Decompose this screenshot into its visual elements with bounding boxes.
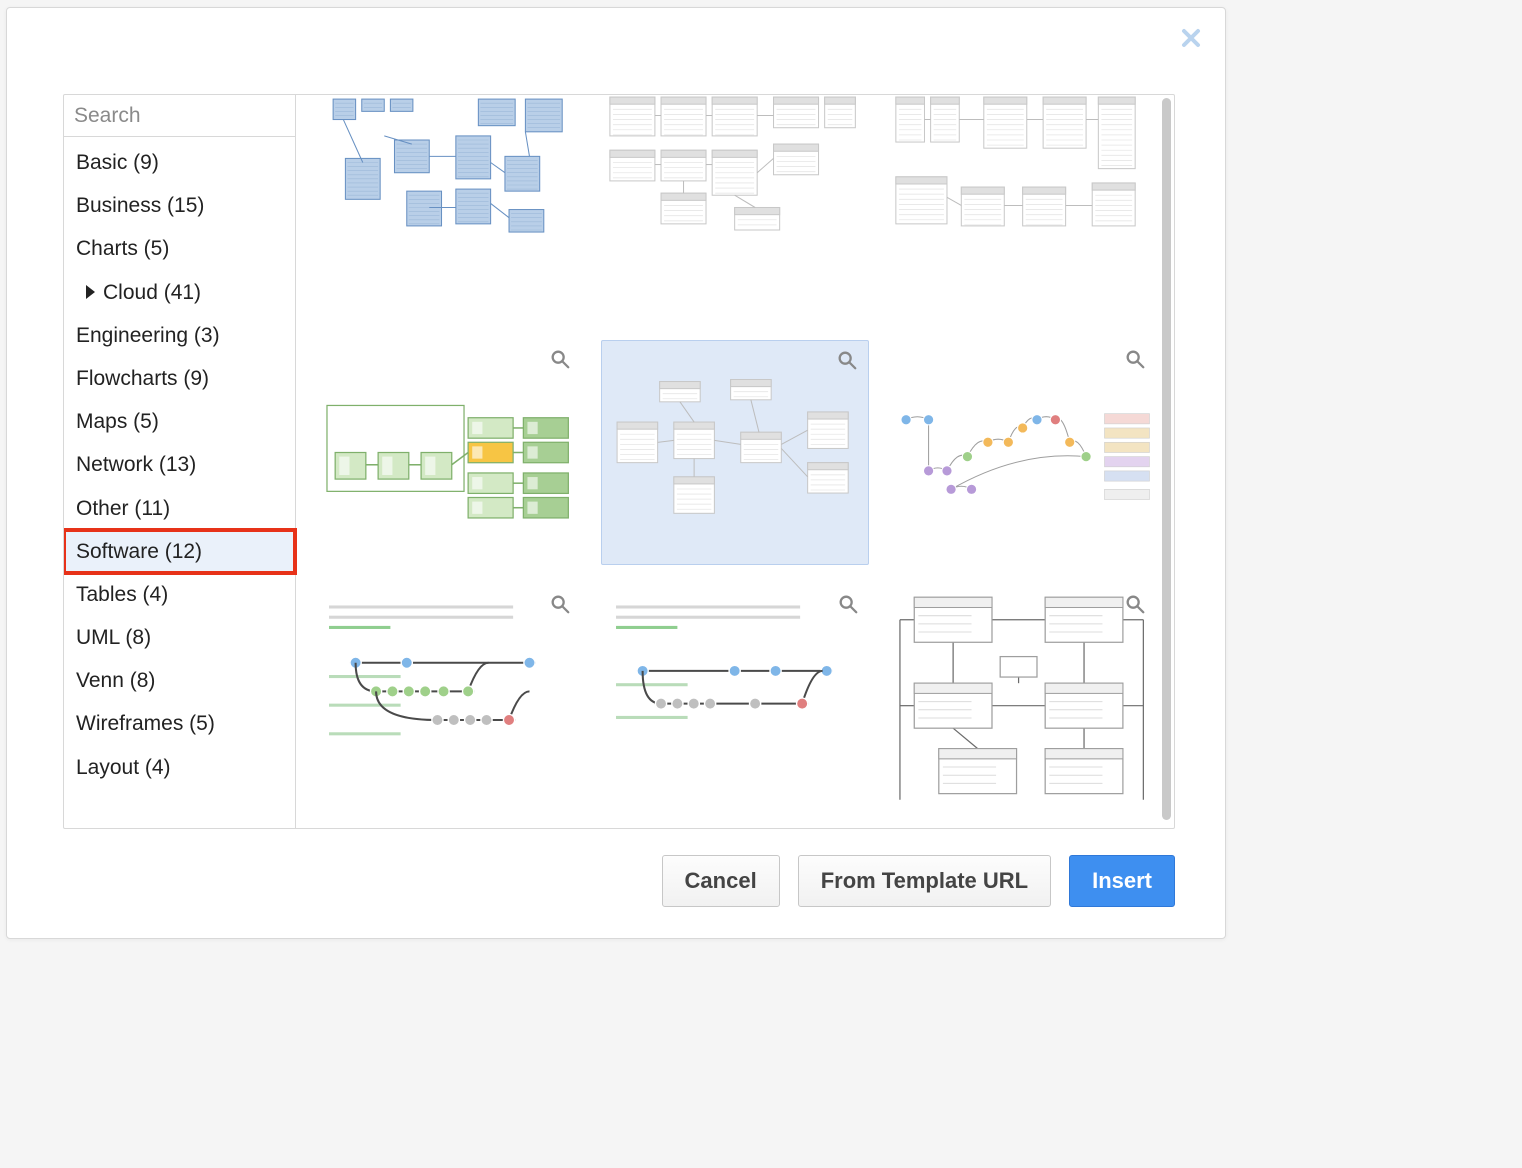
zoom-icon[interactable]	[837, 593, 859, 615]
zoom-icon[interactable]	[1124, 593, 1146, 615]
template-dialog: Basic (9) Business (15) Charts (5) Cloud (4…	[6, 7, 1226, 939]
category-item[interactable]: Software (12)	[64, 530, 295, 573]
category-item[interactable]: Layout (4)	[64, 746, 295, 789]
category-label: Network (13)	[76, 452, 196, 477]
category-label: Venn (8)	[76, 668, 155, 693]
template-thumbnail[interactable]	[601, 585, 868, 810]
category-label: Business (15)	[76, 193, 204, 218]
category-list: Basic (9) Business (15) Charts (5) Cloud (4…	[64, 137, 295, 793]
category-item[interactable]: Network (13)	[64, 443, 295, 486]
gallery-scrollbar[interactable]	[1162, 98, 1171, 820]
category-label: Software (12)	[76, 539, 202, 564]
category-label: Basic (9)	[76, 150, 159, 175]
category-item[interactable]: Other (11)	[64, 487, 295, 530]
category-item[interactable]: Cloud (41)	[64, 271, 295, 314]
category-label: Other (11)	[76, 496, 170, 521]
expand-icon	[86, 285, 95, 299]
category-item[interactable]: Venn (8)	[64, 659, 295, 702]
category-item[interactable]: Basic (9)	[64, 141, 295, 184]
template-thumbnail[interactable]	[601, 340, 868, 565]
category-label: Layout (4)	[76, 755, 171, 780]
category-item[interactable]: Flowcharts (9)	[64, 357, 295, 400]
category-label: UML (8)	[76, 625, 151, 650]
sidebar: Basic (9) Business (15) Charts (5) Cloud (4…	[64, 95, 296, 828]
zoom-icon[interactable]	[836, 349, 858, 371]
category-label: Flowcharts (9)	[76, 366, 209, 391]
search-row	[64, 95, 295, 137]
category-item[interactable]: Charts (5)	[64, 227, 295, 270]
category-item[interactable]: UML (8)	[64, 616, 295, 659]
zoom-icon[interactable]	[549, 348, 571, 370]
template-thumbnail[interactable]	[314, 585, 581, 810]
cancel-button[interactable]: Cancel	[662, 855, 780, 907]
from-template-url-button[interactable]: From Template URL	[798, 855, 1051, 907]
category-label: Wireframes (5)	[76, 711, 215, 736]
template-thumbnail[interactable]	[601, 95, 868, 320]
category-label: Charts (5)	[76, 236, 169, 261]
category-label: Engineering (3)	[76, 323, 220, 348]
zoom-icon[interactable]	[549, 593, 571, 615]
close-icon[interactable]	[1179, 26, 1203, 50]
dialog-footer: Cancel From Template URL Insert	[7, 829, 1225, 935]
template-gallery	[296, 95, 1174, 828]
category-item[interactable]: Tables (4)	[64, 573, 295, 616]
category-label: Cloud (41)	[103, 280, 201, 305]
template-thumbnail[interactable]	[889, 340, 1156, 565]
category-item[interactable]: Maps (5)	[64, 400, 295, 443]
category-label: Maps (5)	[76, 409, 159, 434]
category-item[interactable]: Wireframes (5)	[64, 702, 295, 745]
category-item[interactable]: Business (15)	[64, 184, 295, 227]
zoom-icon[interactable]	[1124, 348, 1146, 370]
category-item[interactable]: Engineering (3)	[64, 314, 295, 357]
template-thumbnail[interactable]	[889, 95, 1156, 320]
template-thumbnail[interactable]	[314, 95, 581, 320]
template-thumbnail[interactable]	[314, 340, 581, 565]
category-label: Tables (4)	[76, 582, 168, 607]
insert-button[interactable]: Insert	[1069, 855, 1175, 907]
dialog-body: Basic (9) Business (15) Charts (5) Cloud (4…	[63, 94, 1175, 829]
template-thumbnail[interactable]	[889, 585, 1156, 810]
